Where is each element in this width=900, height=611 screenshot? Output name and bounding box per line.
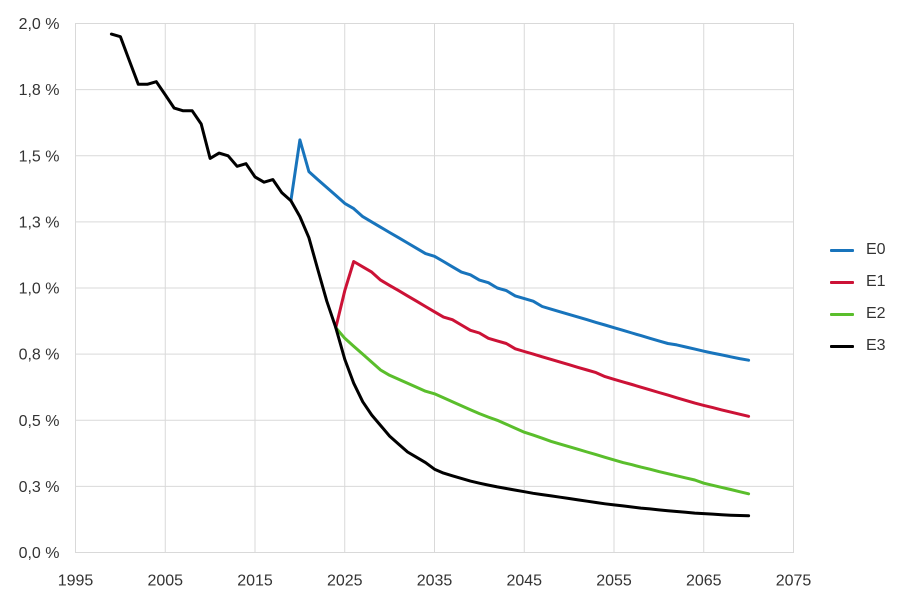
y-tick-label: 0,3 % [19,479,60,496]
legend-label: E2 [866,305,886,322]
x-tick-label: 2035 [417,573,453,590]
legend-label: E0 [866,241,886,258]
y-tick-label: 0,0 % [19,545,60,562]
x-tick-label: 2005 [147,573,183,590]
x-tick-label: 1995 [58,573,94,590]
y-tick-label: 0,5 % [19,413,60,430]
y-tick-label: 1,3 % [19,214,60,231]
y-tick-label: 0,8 % [19,347,60,364]
series-line-e1 [334,260,751,418]
chart-legend: E0 E1 E2 E3 [830,238,886,366]
legend-item-e0: E0 [830,238,886,262]
legend-line-swatch [830,248,854,252]
series-line-e2 [334,326,751,496]
legend-label: E1 [866,273,886,290]
series-line-e3 [109,32,751,518]
series-line-e0 [289,138,751,362]
legend-label: E3 [866,337,886,354]
x-tick-label: 2055 [596,573,632,590]
x-tick-label: 2075 [776,573,812,590]
x-tick-label: 2015 [237,573,273,590]
x-tick-label: 2025 [327,573,363,590]
x-tick-label: 2045 [506,573,542,590]
y-tick-label: 2,0 % [19,16,60,33]
plot-border [75,23,794,553]
legend-line-swatch [830,280,854,284]
legend-line-swatch [830,312,854,316]
legend-item-e3: E3 [830,334,886,358]
legend-item-e1: E1 [830,270,886,294]
y-tick-label: 1,0 % [19,281,60,298]
x-tick-label: 2065 [686,573,722,590]
y-tick-label: 1,5 % [19,148,60,165]
y-tick-label: 1,8 % [19,82,60,99]
legend-item-e2: E2 [830,302,886,326]
legend-line-swatch [830,344,854,348]
